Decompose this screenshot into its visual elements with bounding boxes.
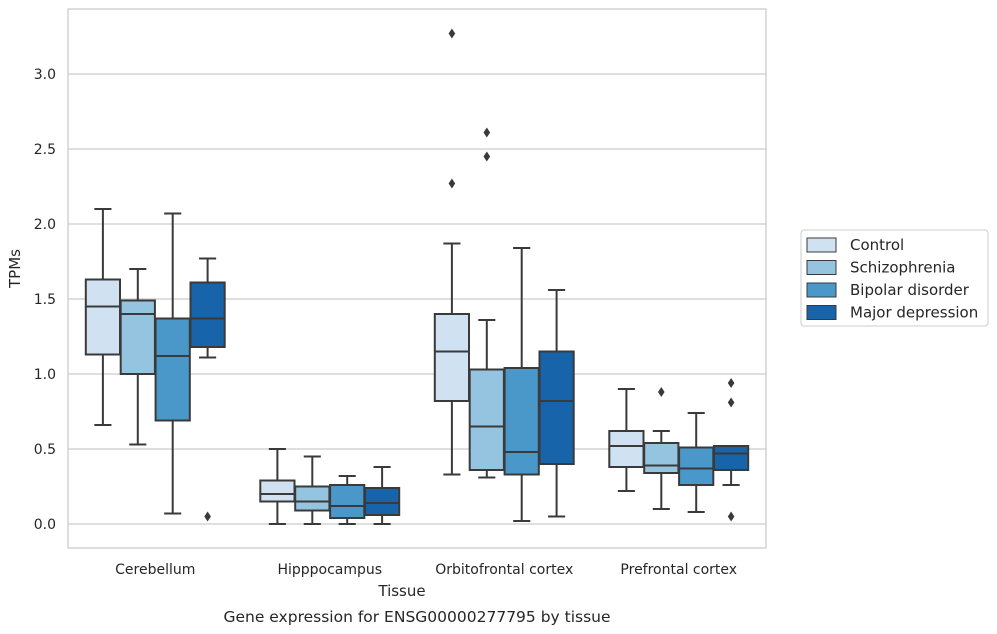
outlier-point [727,511,735,522]
legend-swatch [806,282,837,298]
box-group [294,455,331,525]
box [329,484,366,519]
y-tick-label: 0.0 [34,517,56,533]
box-plot-area [84,28,750,525]
box-group [538,289,575,518]
legend-label: Control [850,236,904,254]
box [189,281,226,348]
outlier-point [658,387,665,397]
box [259,479,296,503]
box [538,350,575,465]
outlier-point [448,178,456,189]
x-tick-label: Prefrontal cortex [620,562,737,578]
outlier-point [727,378,735,388]
y-tick-label: 2.0 [34,217,56,233]
legend-swatch [806,305,837,320]
x-tick-label: Hipppocampus [277,562,382,578]
legend-label: Major depression [850,304,978,322]
y-tick-label: 2.5 [34,142,56,158]
x-axis-title: Tissue [377,582,425,600]
box-group [189,257,226,522]
box-group [643,387,680,510]
outlier-point [448,28,456,39]
box [678,446,715,486]
plot-frame [67,8,767,549]
box [468,368,505,471]
box-group [329,475,366,525]
box [294,485,331,512]
box [503,367,540,476]
y-axis: 0.0 0.5 1.0 1.5 2.0 2.5 3.0 [34,67,56,533]
box [154,317,191,422]
legend-label: Schizophrenia [850,259,955,277]
outlier-point [727,397,735,408]
box-group [608,388,645,492]
outlier-point [204,511,211,522]
box-group [363,466,401,525]
legend-swatch [806,237,837,253]
x-axis: Cerebellum Hipppocampus Orbitofrontal cort… [115,562,737,578]
box-group [154,212,191,515]
chart-caption: Gene expression for ENSG00000277795 by t… [223,608,610,626]
legend: Control Schizophrenia Bipolar disorder Majo… [800,229,989,327]
box [643,442,680,474]
y-tick-label: 0.5 [34,442,56,458]
box-group [468,127,505,479]
box [608,430,645,468]
box-group [503,247,540,522]
y-tick-label: 1.0 [34,367,56,383]
box-group [84,208,122,426]
box-group [433,28,471,476]
legend-swatch [806,260,837,275]
box-group [259,448,296,525]
y-tick-label: 1.5 [34,292,56,308]
x-tick-label: Orbitofrontal cortex [435,562,573,578]
y-axis-title: TPMs [6,249,24,289]
box [433,313,471,402]
outlier-point [483,151,491,162]
x-tick-label: Cerebellum [115,562,195,578]
y-tick-label: 3.0 [34,67,56,83]
box [712,445,750,471]
box [119,299,156,375]
legend-frame [800,229,989,327]
box-group [678,412,715,513]
box [84,278,122,356]
box [363,487,401,516]
box-group [712,378,750,522]
legend-label: Bipolar disorder [850,281,970,299]
outlier-point [483,127,491,138]
box-group [119,268,156,446]
